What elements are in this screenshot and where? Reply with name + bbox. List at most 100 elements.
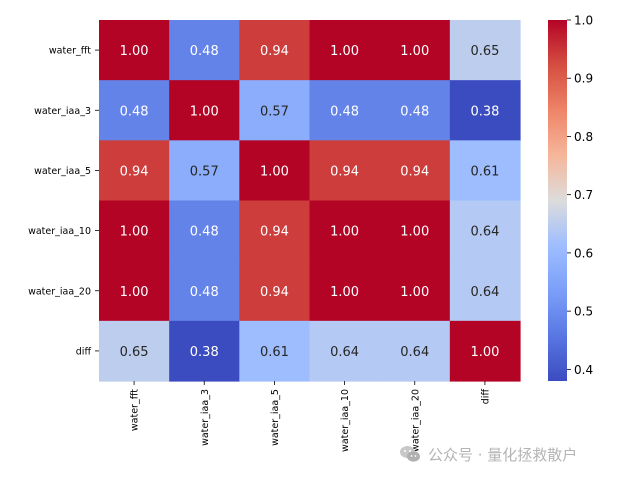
heatmap-cell-r3-c5 [449, 200, 521, 262]
colorbar-tick-label-1: 0.5 [574, 305, 593, 319]
heatmap-cell-r3-c2 [239, 200, 311, 262]
wechat-icon [400, 446, 420, 462]
heatmap-cell-r2-c1 [169, 140, 240, 202]
cell-annotation-r3-c5: 0.64 [470, 225, 499, 240]
y-tick-label-0: water_fft [49, 46, 91, 57]
cell-annotation-r1-c0: 0.48 [120, 104, 149, 119]
cell-annotation-r4-c4: 1.00 [400, 285, 429, 300]
colorbar-tick-label-3: 0.7 [574, 188, 593, 202]
heatmap-cell-r3-c1 [169, 200, 240, 262]
colorbar-tick-label-5: 0.9 [574, 72, 593, 86]
cell-annotations: 1.00 0.48 0.94 1.00 1.00 0.65 0.48 1.00 0.57 0.48… [120, 44, 500, 360]
heatmap-cell-r5-c3 [309, 320, 381, 382]
cell-annotation-r5-c2: 0.61 [260, 345, 289, 360]
heatmap-cell-r2-c5 [449, 140, 521, 202]
cell-annotation-r3-c1: 0.48 [190, 225, 219, 240]
cell-annotation-r2-c5: 0.61 [470, 164, 499, 179]
x-tick-labels: water_fft water_iaa_3 water_iaa_5 water_iaa… [130, 381, 491, 452]
y-tick-labels: water_fft water_iaa_3 water_iaa_5 water_iaa… [28, 46, 99, 357]
heatmap-cell-r2-c0 [99, 140, 170, 202]
heatmap-cell-r1-c2 [239, 80, 311, 141]
heatmap-cell-r0-c5 [449, 20, 521, 81]
cell-annotation-r4-c0: 1.00 [120, 285, 149, 300]
y-tick-label-5: diff [76, 346, 92, 357]
cell-annotation-r2-c4: 0.94 [400, 164, 429, 179]
x-tick-label-1: water_iaa_3 [200, 389, 211, 446]
cell-annotation-r0-c2: 0.94 [260, 44, 289, 59]
heatmap-cells [99, 20, 521, 382]
heatmap-cell-r0-c0 [99, 20, 170, 81]
heatmap-cell-r4-c2 [239, 260, 311, 322]
cell-annotation-r1-c5: 0.38 [470, 104, 499, 119]
heatmap-cell-r2-c2 [239, 140, 311, 202]
cell-annotation-r5-c1: 0.38 [190, 345, 219, 360]
heatmap-cell-r3-c3 [309, 200, 381, 262]
colorbar-gradient [548, 20, 567, 381]
colorbar-tick-label-2: 0.6 [574, 246, 593, 260]
cell-annotation-r0-c3: 1.00 [330, 44, 359, 59]
cell-annotation-r3-c2: 0.94 [260, 225, 289, 240]
colorbar-tick-label-0: 0.4 [574, 363, 593, 377]
colorbar-tick-label-6: 1.0 [574, 14, 593, 28]
colorbar: 0.4 0.5 0.6 0.7 0.8 0.9 1.0 [548, 14, 593, 381]
cell-annotation-r1-c4: 0.48 [400, 104, 429, 119]
cell-annotation-r3-c4: 1.00 [400, 225, 429, 240]
cell-annotation-r2-c0: 0.94 [120, 164, 149, 179]
heatmap-cell-r1-c0 [99, 80, 170, 141]
heatmap-cell-r5-c1 [169, 320, 240, 382]
heatmap-cell-r2-c4 [379, 140, 451, 202]
x-tick-label-0: water_fft [130, 389, 141, 431]
heatmap-cell-r0-c3 [309, 20, 381, 81]
cell-annotation-r3-c0: 1.00 [120, 225, 149, 240]
cell-annotation-r0-c1: 0.48 [190, 44, 219, 59]
cell-annotation-r5-c4: 0.64 [400, 345, 429, 360]
heatmap-cell-r1-c4 [379, 80, 451, 141]
cell-annotation-r2-c1: 0.57 [190, 164, 219, 179]
cell-annotation-r2-c2: 1.00 [260, 164, 289, 179]
cell-annotation-r4-c3: 1.00 [330, 285, 359, 300]
heatmap-cell-r0-c4 [379, 20, 451, 81]
y-tick-label-3: water_iaa_10 [28, 226, 91, 237]
heatmap-cell-r1-c1 [169, 80, 240, 141]
watermark: 公众号 · 量化拯救散户 [398, 442, 577, 466]
cell-annotation-r3-c3: 1.00 [330, 225, 359, 240]
heatmap-cell-r1-c5 [449, 80, 521, 141]
heatmap-cell-r5-c4 [379, 320, 451, 382]
x-tick-label-5: diff [480, 389, 491, 405]
heatmap-cell-r1-c3 [309, 80, 381, 141]
cell-annotation-r1-c1: 1.00 [190, 104, 219, 119]
cell-annotation-r4-c1: 0.48 [190, 285, 219, 300]
heatmap-cell-r0-c1 [169, 20, 240, 81]
colorbar-tick-label-4: 0.8 [574, 130, 593, 144]
heatmap-cell-r4-c0 [99, 260, 170, 322]
heatmap-cell-r3-c0 [99, 200, 170, 262]
heatmap-cell-r4-c5 [449, 260, 521, 322]
y-tick-label-4: water_iaa_20 [28, 286, 91, 297]
heatmap-cell-r2-c3 [309, 140, 381, 202]
x-tick-label-3: water_iaa_10 [340, 389, 351, 452]
cell-annotation-r2-c3: 0.94 [330, 164, 359, 179]
cell-annotation-r5-c0: 0.65 [120, 345, 149, 360]
cell-annotation-r0-c4: 1.00 [400, 44, 429, 59]
heatmap-cell-r5-c2 [239, 320, 311, 382]
cell-annotation-r1-c2: 0.57 [260, 104, 289, 119]
heatmap-cell-r0-c2 [239, 20, 311, 81]
heatmap-cell-r4-c1 [169, 260, 240, 322]
cell-annotation-r5-c5: 1.00 [470, 345, 499, 360]
watermark-text: 公众号 · 量化拯救散户 [428, 445, 578, 464]
heatmap-cell-r5-c0 [99, 320, 170, 382]
heatmap-cell-r4-c3 [309, 260, 381, 322]
cell-annotation-r1-c3: 0.48 [330, 104, 359, 119]
cell-annotation-r4-c5: 0.64 [470, 285, 499, 300]
heatmap-cell-r3-c4 [379, 200, 451, 262]
cell-annotation-r0-c5: 0.65 [470, 44, 499, 59]
heatmap-cell-r4-c4 [379, 260, 451, 322]
y-tick-label-2: water_iaa_5 [34, 166, 91, 177]
x-tick-label-2: water_iaa_5 [270, 389, 281, 446]
cell-annotation-r5-c3: 0.64 [330, 345, 359, 360]
y-tick-label-1: water_iaa_3 [34, 106, 91, 117]
cell-annotation-r4-c2: 0.94 [260, 285, 289, 300]
heatmap-cell-r5-c5 [449, 320, 521, 382]
x-tick-label-4: water_iaa_20 [410, 389, 421, 452]
